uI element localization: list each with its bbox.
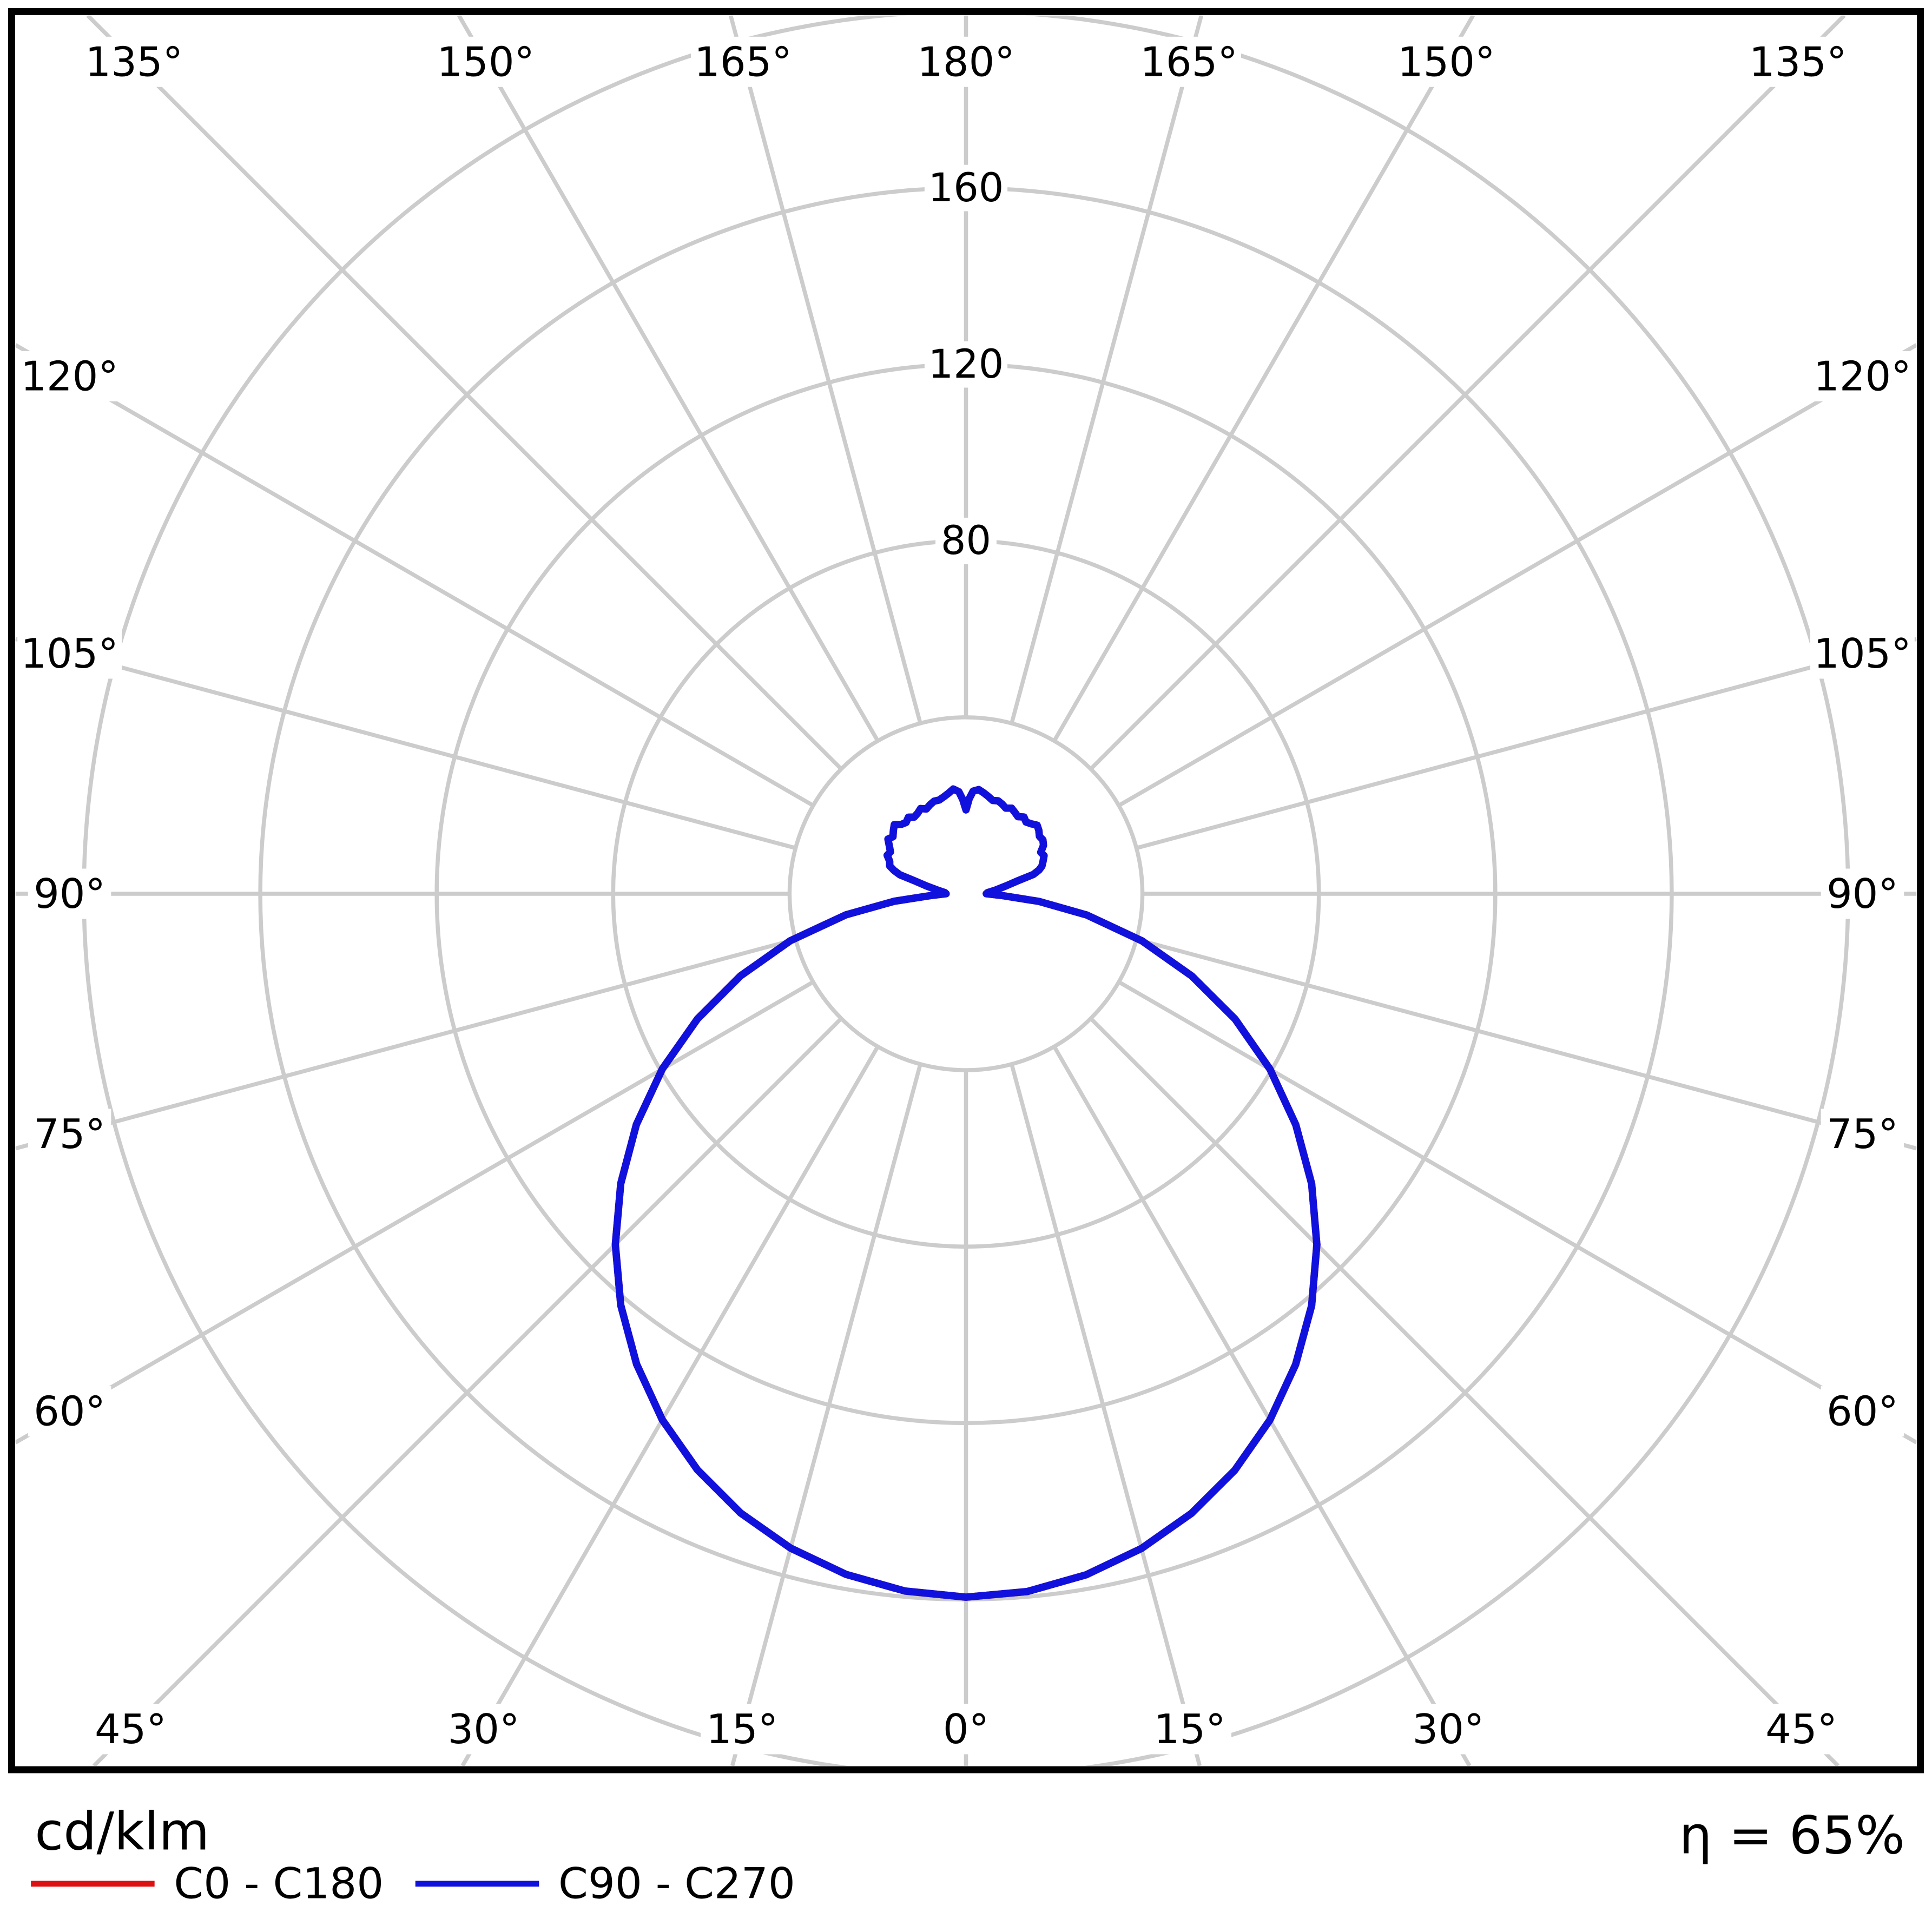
angle-label-135-right: 135° (1749, 38, 1847, 85)
curve-c90-c270 (611, 785, 1321, 1601)
grid-radial-30-left (460, 1045, 880, 1766)
angle-label-165-right: 165° (1140, 38, 1238, 85)
angle-label-15-right: 15° (1154, 1705, 1226, 1753)
angle-label-box (82, 36, 187, 87)
angle-label-box (700, 1704, 784, 1755)
angle-label-box (1821, 1109, 1904, 1159)
grid-radial-75-left (15, 937, 796, 1151)
grid-radial-150-left (457, 15, 880, 742)
efficiency-label: η = 65% (1679, 1805, 1905, 1865)
grid-radial-150-right (1052, 15, 1475, 742)
ring-label-160: 160 (928, 165, 1004, 211)
grid-radial-75-right (1136, 937, 1917, 1151)
angle-label-180-right: 180° (917, 38, 1015, 85)
grid-radial-105-left (15, 637, 796, 850)
ring-label-80: 80 (941, 518, 991, 564)
angle-label-120-right: 120° (1814, 352, 1911, 400)
angle-label-box (1821, 868, 1904, 919)
angle-label-135-left: 135° (85, 38, 183, 85)
grid-radial-120-left (15, 343, 814, 808)
grid-radial-15-right (1010, 1063, 1202, 1766)
grid-radial-165-left (728, 15, 922, 724)
angle-label-0-right: 0° (943, 1705, 989, 1753)
angle-label-box (89, 1704, 173, 1755)
ring-label-120: 120 (928, 341, 1004, 387)
ring-label-box (924, 164, 1008, 212)
angle-label-box (935, 1704, 997, 1755)
angle-label-box (1810, 628, 1915, 679)
angle-label-120-left: 120° (21, 352, 118, 400)
angle-label-165-left: 165° (694, 38, 792, 85)
angle-label-box (28, 868, 111, 919)
grid-radial-30-right (1052, 1045, 1472, 1766)
angle-label-box (1759, 1704, 1843, 1755)
angle-label-box (1745, 36, 1850, 87)
angle-label-30-right: 30° (1413, 1705, 1485, 1753)
grid-radial-15-left (730, 1063, 922, 1766)
angle-label-box (433, 36, 538, 87)
angle-label-75-left: 75° (34, 1110, 105, 1158)
angle-label-box (28, 1109, 111, 1159)
angle-label-box (1810, 351, 1915, 401)
grid-radial-135-right (1089, 15, 1846, 771)
angle-label-105-right: 105° (1814, 630, 1911, 677)
angle-label-box (1148, 1704, 1232, 1755)
ring-label-box (924, 341, 1008, 388)
angle-label-105-left: 105° (21, 630, 118, 677)
grid-radial-165-right (1010, 15, 1204, 724)
angle-label-box (691, 36, 795, 87)
angle-label-60-left: 60° (34, 1388, 105, 1435)
angle-label-box (1821, 1386, 1904, 1437)
angle-label-150-right: 150° (1397, 38, 1495, 85)
angle-label-15-left: 15° (706, 1705, 778, 1753)
angle-label-box (1394, 36, 1499, 87)
grid-radial-45-right (1089, 1017, 1840, 1766)
angle-label-90-right: 90° (1827, 870, 1898, 918)
angle-label-90-left: 90° (34, 870, 105, 918)
angle-label-box (1137, 36, 1241, 87)
angle-label-60-right: 60° (1827, 1388, 1898, 1435)
grid-radial-60-left (15, 980, 814, 1445)
ring-label-box (935, 517, 997, 564)
angle-label-box (17, 351, 122, 401)
angle-label-75-right: 75° (1827, 1110, 1898, 1158)
grid-radial-60-right (1118, 980, 1917, 1445)
angle-label-box (914, 36, 1018, 87)
grid-radial-120-right (1118, 343, 1917, 808)
grid-radial-105-right (1136, 637, 1917, 850)
angle-label-150-left: 150° (437, 38, 535, 85)
angle-label-45-left: 45° (95, 1705, 167, 1753)
angle-label-box (1407, 1704, 1490, 1755)
legend-label-c90: C90 - C270 (558, 1859, 795, 1909)
unit-label: cd/klm (35, 1801, 209, 1862)
grid-radial-135-left (86, 15, 843, 771)
angle-label-box (28, 1386, 111, 1437)
distribution-curves (611, 785, 1321, 1601)
angle-label-45-right: 45° (1765, 1705, 1837, 1753)
grid-radial-45-left (92, 1017, 843, 1766)
axis-labels: 80 120 160 0° 15° 15° 30° 30° 45° 45° 60° 60° 75° 75°… (17, 36, 1915, 1755)
footer: cd/klm C0 - C180 C90 - C270 η = 65% (31, 1801, 1905, 1909)
angle-label-30-left: 30° (448, 1705, 520, 1753)
legend-label-c0: C0 - C180 (174, 1859, 384, 1909)
angle-label-box (17, 628, 122, 679)
angle-label-box (442, 1704, 525, 1755)
